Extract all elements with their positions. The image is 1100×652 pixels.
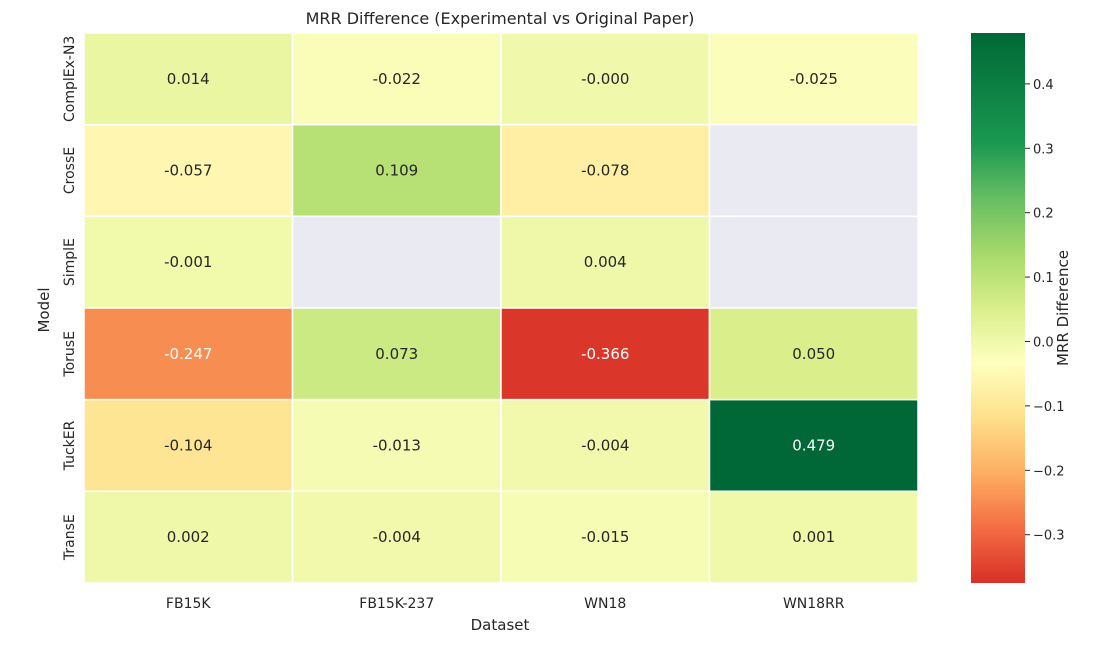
y-tick-label: TuckER [62,420,78,471]
y-tick-label: TorusE [62,331,78,378]
cell-value-label: -0.247 [164,345,212,363]
cell-value-label: -0.366 [581,345,629,363]
chart-title: MRR Difference (Experimental vs Original… [306,9,695,28]
cell-value-label: -0.001 [164,253,212,271]
heatmap-cell [708,123,919,218]
cell-value-label: 0.073 [375,345,418,363]
heatmap-cell [291,215,502,309]
cell-value-label: 0.109 [375,162,418,180]
colorbar-tick-label: 0.3 [1033,142,1054,157]
colorbar-ticks: 0.4 0.3 0.2 0.1 0.0 −0.1 −0.2 −0.3 [1025,78,1065,544]
cell-value-label: 0.004 [584,253,627,271]
colorbar-tick-label: −0.3 [1033,529,1065,544]
heatmap-cell [291,32,502,126]
heatmap-cell [83,398,294,493]
cell-value-label: -0.025 [790,70,838,88]
heatmap-cell [708,32,919,126]
colorbar-tick-label: −0.1 [1033,400,1065,415]
y-tick-label: ComplEx-N3 [62,36,78,122]
cell-value-label: -0.022 [373,70,421,88]
heatmap-cell [83,32,294,126]
y-tick-labels: ComplEx-N3 CrossE SimplE TorusE TuckER TransE [62,36,78,561]
heatmap-cell [500,32,711,126]
heatmap-cell [708,215,919,309]
y-tick-label: CrossE [62,147,78,194]
y-tick-label: TransE [62,514,78,561]
heatmap-cell [708,307,919,401]
heatmap-cell [500,398,711,493]
heatmap-cell [83,490,294,584]
cell-value-label: -0.004 [373,528,421,546]
heatmap-cell [500,307,711,401]
cell-value-label: 0.001 [792,528,835,546]
colorbar-label: MRR Difference [1054,250,1072,366]
heatmap-cell [83,123,294,218]
cell-value-label: -0.104 [164,437,212,455]
x-tick-label: WN18RR [783,596,845,612]
heatmap-cell [291,490,502,584]
x-tick-label: FB15K [166,596,211,612]
colorbar-tick-label: 0.0 [1033,335,1054,350]
colorbar-tick-label: 0.1 [1033,271,1054,286]
heatmap-cell [83,215,294,309]
heatmap-cell [83,307,294,401]
heatmap-cell [291,123,502,218]
cell-value-label: 0.014 [167,70,210,88]
heatmap-cell [500,490,711,584]
cell-value-label: 0.002 [167,528,210,546]
heatmap-cell [708,398,919,493]
cell-value-label: -0.015 [581,528,629,546]
x-axis-label: Dataset [471,616,530,634]
x-tick-labels: FB15K FB15K-237 WN18 WN18RR [166,596,845,612]
heatmap-cell [708,490,919,584]
cell-value-label: 0.050 [792,345,835,363]
cell-value-label: -0.004 [581,437,629,455]
colorbar-tick-label: 0.2 [1033,207,1054,222]
colorbar-tick-label: 0.4 [1033,78,1054,93]
y-axis-label: Model [35,287,53,332]
x-tick-label: FB15K-237 [359,596,434,612]
cell-value-label: -0.000 [581,70,629,88]
cell-value-label: -0.057 [164,162,212,180]
colorbar-tick-label: −0.2 [1033,464,1065,479]
heatmap-cells: 0.014 -0.022 -0.000 -0.025 -0.057 0.109 -0.078… [83,32,919,584]
cell-value-label: 0.479 [792,437,835,455]
x-tick-label: WN18 [584,596,626,612]
cell-value-label: -0.078 [581,162,629,180]
colorbar: 0.4 0.3 0.2 0.1 0.0 −0.1 −0.2 −0.3 MRR Differen… [971,33,1072,583]
cell-value-label: -0.013 [373,437,421,455]
colorbar-gradient [971,33,1025,583]
y-tick-label: SimplE [62,238,78,286]
